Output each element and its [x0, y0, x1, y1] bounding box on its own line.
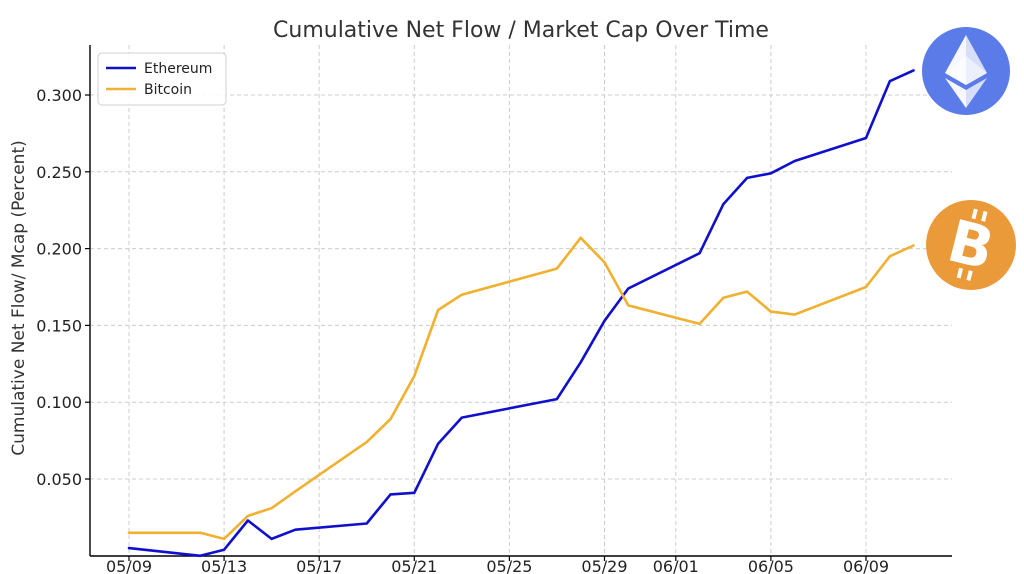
y-tick-label: 0.150	[36, 316, 82, 335]
ethereum-logo	[922, 27, 1010, 115]
y-tick-label: 0.050	[36, 470, 82, 489]
series-line-bitcoin	[127, 236, 915, 541]
bitcoin-logo: B	[926, 200, 1016, 290]
y-tick-label: 0.200	[36, 240, 82, 259]
legend-label: Ethereum	[144, 61, 212, 77]
x-tick-label: 05/13	[201, 557, 247, 574]
x-tick-label: 06/05	[748, 557, 794, 574]
y-tick-label: 0.250	[36, 163, 82, 182]
x-tick-label: 06/01	[653, 557, 699, 574]
axes: 0.050 0.100 0.150 0.200 0.250 0.300 05/09 05/13…	[36, 45, 952, 574]
x-tick-label: 06/09	[843, 557, 889, 574]
x-tick-label: 05/17	[296, 557, 342, 574]
legend-label: Bitcoin	[144, 82, 192, 98]
y-axis-label: Cumulative Net Flow/ Mcap (Percent)	[9, 140, 29, 455]
logos: B	[922, 27, 1016, 290]
legend: Ethereum Bitcoin	[97, 52, 227, 106]
x-tick-label: 05/21	[391, 557, 437, 574]
legend-box	[97, 52, 227, 106]
series-group	[127, 69, 915, 558]
grid	[90, 45, 952, 556]
x-tick-label: 05/09	[106, 557, 152, 574]
series-line-ethereum	[127, 69, 915, 558]
x-tick-label: 05/29	[581, 557, 627, 574]
chart-title: Cumulative Net Flow / Market Cap Over Ti…	[273, 18, 769, 43]
y-tick-label: 0.300	[36, 86, 82, 105]
x-tick-label: 05/25	[486, 557, 532, 574]
y-tick-label: 0.100	[36, 393, 82, 412]
